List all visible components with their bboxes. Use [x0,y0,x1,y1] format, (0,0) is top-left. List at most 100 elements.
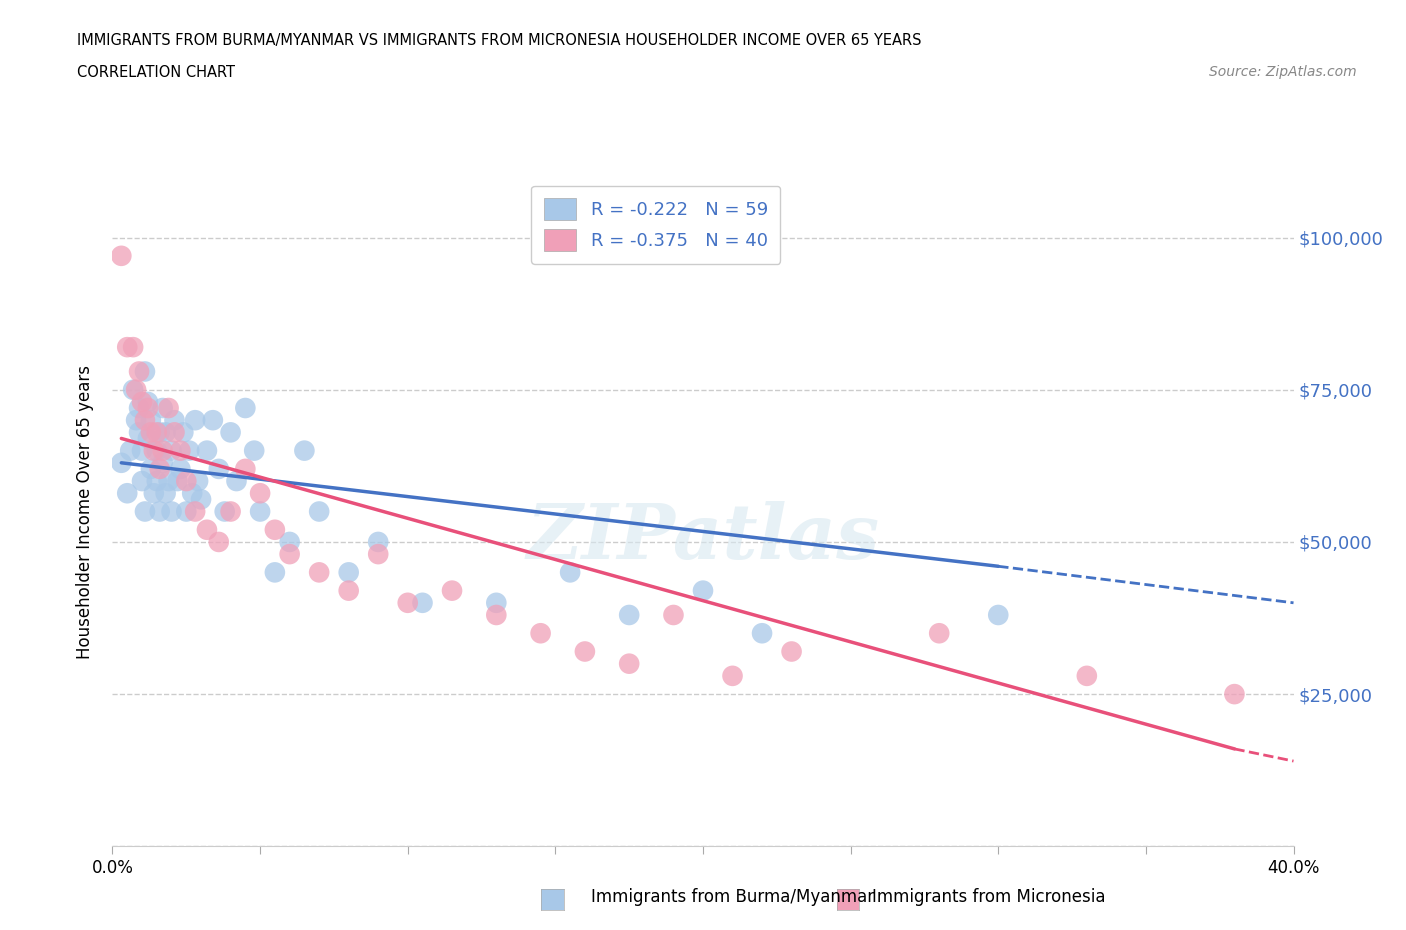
Point [485,607,508,622]
Point [264,565,287,579]
Point [692,583,714,598]
Point [987,607,1010,622]
Text: CORRELATION CHART: CORRELATION CHART [77,65,235,80]
Text: Immigrants from Burma/Myanmar: Immigrants from Burma/Myanmar [591,888,873,907]
Point [155,425,177,440]
Point [219,504,242,519]
Point [721,669,744,684]
Point [136,401,159,416]
Point [122,382,145,397]
Point [181,485,204,500]
Point [780,644,803,659]
Point [219,425,242,440]
Point [160,444,183,458]
Point [619,657,641,671]
Point [146,473,169,488]
Point [619,607,641,622]
Point [441,583,464,598]
Point [172,425,194,440]
Point [152,456,174,471]
Point [751,626,773,641]
Point [131,394,153,409]
Point [337,583,360,598]
Point [174,473,197,488]
Point [169,461,191,476]
Point [136,394,159,409]
Point [411,595,433,610]
Point [1223,686,1246,701]
Point [163,413,186,428]
Point [134,413,156,428]
Point [233,461,256,476]
Y-axis label: Householder Income Over 65 years: Householder Income Over 65 years [76,365,94,658]
Point [128,425,150,440]
Point [485,595,508,610]
Point [128,401,150,416]
Text: IMMIGRANTS FROM BURMA/MYANMAR VS IMMIGRANTS FROM MICRONESIA HOUSEHOLDER INCOME O: IMMIGRANTS FROM BURMA/MYANMAR VS IMMIGRA… [77,33,922,47]
Point [163,425,186,440]
Point [201,413,224,428]
Point [110,248,132,263]
Point [928,626,950,641]
Point [131,473,153,488]
Point [125,382,148,397]
Point [278,547,301,562]
Point [139,461,162,476]
Point [152,401,174,416]
Point [155,485,177,500]
Point [184,504,207,519]
Point [149,425,172,440]
Point [125,413,148,428]
Point [160,504,183,519]
Point [208,461,231,476]
Point [264,523,287,538]
Point [190,492,212,507]
Point [169,444,191,458]
Point [308,565,330,579]
Text: Source: ZipAtlas.com: Source: ZipAtlas.com [1209,65,1357,79]
Point [574,644,596,659]
Point [308,504,330,519]
Point [662,607,685,622]
Point [136,431,159,445]
Point [292,444,315,458]
Point [146,444,169,458]
Point [110,456,132,471]
Point [1076,669,1098,684]
Point [157,401,180,416]
Point [149,461,172,476]
Point [139,413,162,428]
Point [128,364,150,379]
Point [243,444,266,458]
Point [139,425,162,440]
Point [117,485,138,500]
Point [134,504,156,519]
Point [367,547,389,562]
Point [120,444,142,458]
Legend: R = -0.222   N = 59, R = -0.375   N = 40: R = -0.222 N = 59, R = -0.375 N = 40 [531,186,780,264]
Point [529,626,551,641]
Point [278,535,301,550]
Point [233,401,256,416]
Point [249,485,271,500]
Point [367,535,389,550]
Point [174,504,197,519]
Point [134,364,156,379]
Point [195,444,218,458]
Point [142,485,165,500]
Point [208,535,231,550]
Point [337,565,360,579]
Text: ZIPatlas: ZIPatlas [526,501,880,576]
Point [249,504,271,519]
Point [179,444,201,458]
Point [152,444,174,458]
Point [558,565,582,579]
Point [225,473,247,488]
Point [142,444,165,458]
Point [117,339,138,354]
Point [146,425,169,440]
Point [195,523,218,538]
Point [184,413,207,428]
Text: Immigrants from Micronesia: Immigrants from Micronesia [872,888,1105,907]
Point [157,473,180,488]
